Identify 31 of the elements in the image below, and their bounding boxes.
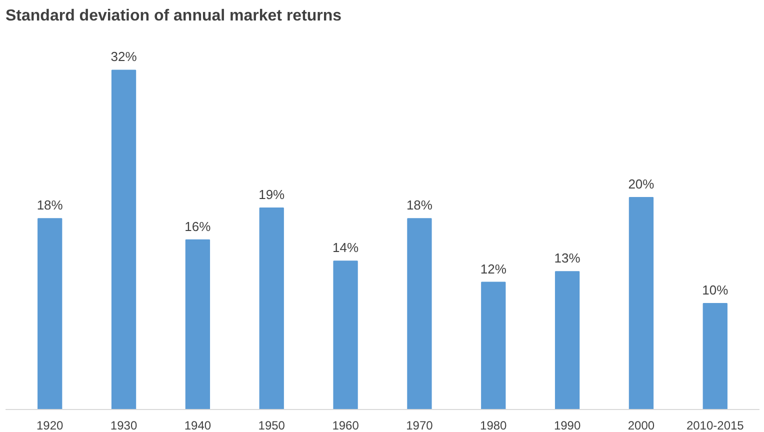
bar <box>702 302 728 410</box>
data-label: 19% <box>258 187 286 202</box>
x-tick-label: 1990 <box>554 418 581 432</box>
x-tick-label: 1980 <box>480 418 508 432</box>
x-tick-label: 1970 <box>406 418 434 432</box>
bar <box>481 282 506 410</box>
bar <box>111 70 136 410</box>
data-label: 13% <box>554 250 581 266</box>
x-tick-label: 1920 <box>36 418 64 432</box>
data-label: 16% <box>184 218 212 234</box>
data-label: 14% <box>332 240 359 256</box>
x-tick-label: 1950 <box>258 418 286 432</box>
x-tick-label: 1930 <box>110 418 138 432</box>
data-label: 10% <box>702 282 729 298</box>
x-tick-label: 1960 <box>332 418 360 432</box>
bar <box>185 239 210 410</box>
bar <box>628 196 654 410</box>
x-tick-label: 2000 <box>628 418 655 432</box>
bar <box>38 218 62 410</box>
data-label: 18% <box>36 198 64 213</box>
chart-title: Standard deviation of annual market returns <box>6 8 342 24</box>
bar <box>407 218 432 410</box>
data-label: 18% <box>406 198 433 213</box>
bar <box>333 260 358 410</box>
data-label: 20% <box>628 176 655 192</box>
x-tick-label: 1940 <box>184 418 212 432</box>
data-label: 32% <box>110 49 138 64</box>
data-label: 12% <box>480 261 507 276</box>
x-tick-label: 2010-2015 <box>686 418 744 432</box>
bar <box>259 208 284 410</box>
bar <box>554 271 580 410</box>
